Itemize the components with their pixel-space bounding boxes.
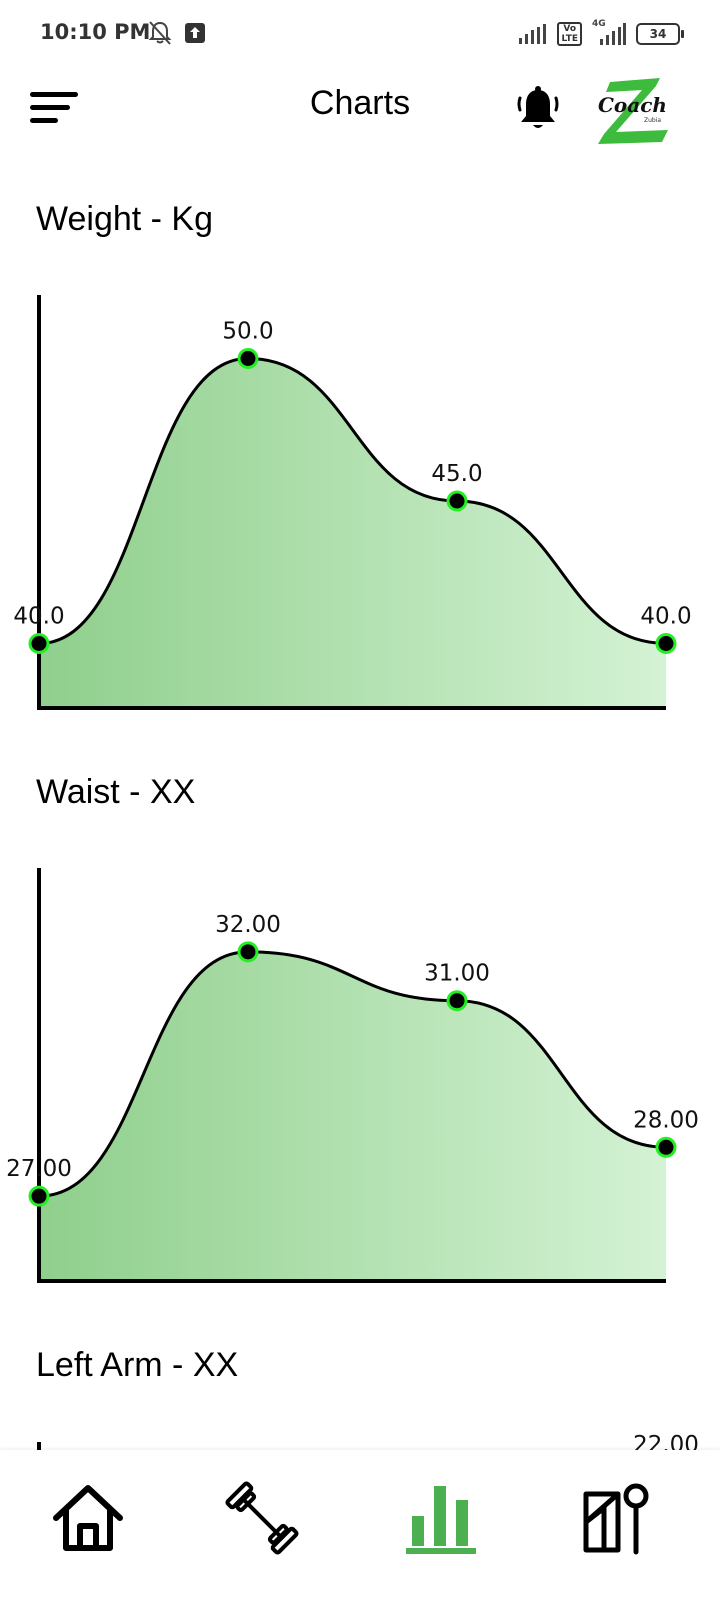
app-header: Charts Coach Zubia [0,68,720,148]
left-arm-chart-section: Left Arm - XX 22.00 [0,1336,720,1450]
data-label: 22.00 [633,1432,699,1450]
weight-chart-section: Weight - Kg 40.0 50.0 45.0 40.0 [0,190,720,730]
data-point[interactable] [446,490,468,512]
bar-chart-icon[interactable] [402,1478,482,1558]
data-point[interactable] [28,1185,50,1207]
chart-title: Weight - Kg [36,200,214,238]
svg-text:Zubia: Zubia [644,117,661,124]
chart-title: Left Arm - XX [36,1346,239,1384]
waist-chart: 27.00 32.00 31.00 28.00 [6,868,699,1283]
status-time: 10:10 PM [40,20,151,44]
signal-icon [519,24,547,44]
data-point[interactable] [655,633,677,654]
area-fill [39,951,666,1281]
menu-icon[interactable] [30,88,80,128]
area-fill [39,358,666,708]
bell-icon[interactable] [512,84,564,136]
waist-chart-section: Waist - XX 27.00 32.00 31.00 28.00 [0,763,720,1303]
home-icon[interactable] [48,1478,128,1558]
battery-level: 34 [649,27,667,41]
dumbbell-icon[interactable] [222,1478,302,1558]
upload-icon [185,23,205,43]
data-point[interactable] [446,990,468,1012]
status-bar: 10:10 PM Vo LTE 4G [0,0,720,68]
volte-icon: Vo LTE [557,22,582,46]
data-label: 40.0 [13,604,64,630]
series-line [38,356,667,645]
data-point[interactable] [237,348,259,369]
data-point[interactable] [655,1136,677,1158]
coach-logo: Coach Zubia [594,72,674,146]
data-label: 32.00 [215,912,281,938]
svg-text:Coach: Coach [598,93,667,117]
battery-icon: 34 [636,23,684,45]
notifications-off-icon [148,21,172,45]
chart-title: Waist - XX [36,773,196,811]
data-label: 28.00 [633,1107,699,1133]
data-point[interactable] [237,941,259,963]
data-label: 40.0 [640,604,691,630]
data-label: 45.0 [431,461,482,487]
data-label: 50.0 [222,319,273,345]
data-point[interactable] [28,633,50,654]
left-arm-chart: 22.00 [37,1432,699,1450]
signal-4g-icon: 4G [592,19,626,45]
data-label: 27.00 [6,1156,72,1182]
weight-chart: 40.0 50.0 45.0 40.0 [13,295,692,710]
bottom-nav [0,1450,720,1600]
series-line [38,950,667,1198]
page-title: Charts [309,84,411,122]
meal-icon[interactable] [578,1478,658,1558]
data-label: 31.00 [424,961,490,987]
